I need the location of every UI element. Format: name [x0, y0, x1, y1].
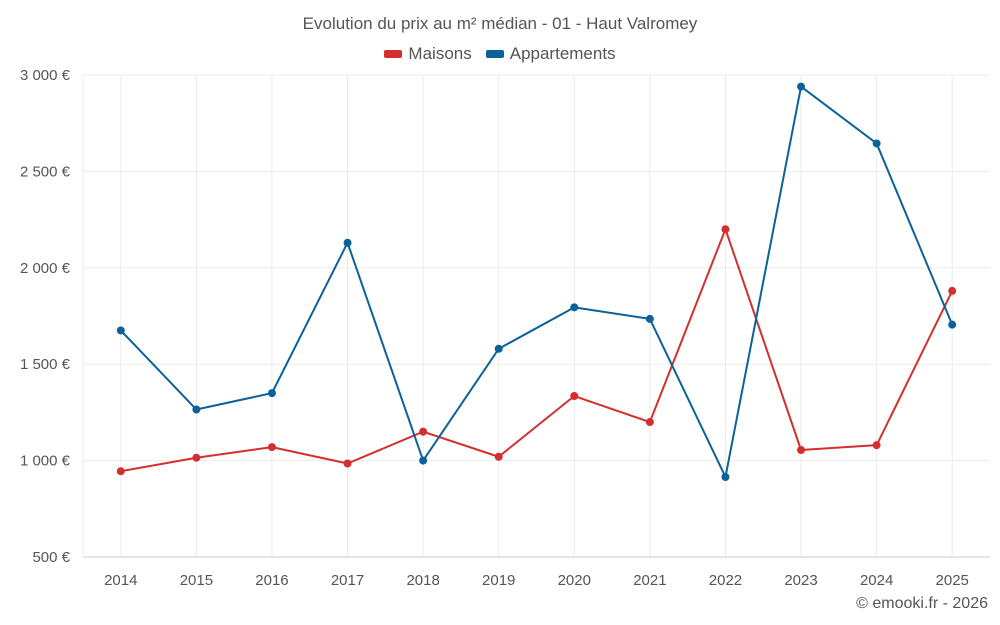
data-point-maisons [494, 452, 503, 461]
data-point-appartements [116, 326, 125, 335]
data-point-maisons [797, 445, 806, 454]
x-tick-label: 2018 [406, 572, 439, 589]
data-point-maisons [645, 418, 654, 427]
y-tick-label: 500 € [32, 549, 70, 566]
data-point-appartements [645, 314, 654, 323]
x-tick-label: 2014 [104, 572, 137, 589]
data-point-appartements [872, 139, 881, 148]
x-tick-label: 2022 [709, 572, 742, 589]
data-point-appartements [494, 344, 503, 353]
series-line-maisons [120, 228, 954, 473]
chart-title: Evolution du prix au m² médian - 01 - Ha… [302, 14, 698, 33]
x-tick-label: 2024 [860, 572, 893, 589]
data-point-maisons [948, 286, 957, 295]
data-point-appartements [797, 82, 806, 91]
legend-swatch-appartements [485, 50, 504, 58]
data-point-maisons [570, 392, 579, 401]
data-point-maisons [192, 453, 201, 462]
data-point-maisons [116, 467, 125, 476]
series-line-appartements [120, 85, 954, 478]
x-tick-label: 2025 [936, 572, 969, 589]
y-tick-label: 2 500 € [20, 163, 71, 180]
data-point-maisons [267, 443, 276, 452]
data-point-appartements [419, 456, 428, 465]
data-point-appartements [721, 472, 730, 481]
y-tick-label: 3 000 € [20, 67, 71, 84]
data-point-appartements [267, 389, 276, 398]
data-point-maisons [721, 225, 730, 234]
legend-label-appartements: Appartements [509, 44, 616, 63]
y-tick-label: 1 000 € [20, 453, 71, 470]
legend-label-maisons: Maisons [408, 44, 472, 63]
data-point-appartements [570, 303, 579, 312]
y-tick-label: 1 500 € [20, 356, 71, 373]
data-point-maisons [419, 427, 428, 436]
chart-legend: Maisons Appartements [0, 44, 1000, 64]
x-tick-label: 2019 [482, 572, 515, 589]
data-point-appartements [343, 238, 352, 247]
chart-credit: © emooki.fr - 2026 [856, 595, 988, 612]
legend-item-appartements[interactable]: Appartements [485, 44, 616, 64]
x-tick-label: 2020 [558, 572, 591, 589]
legend-swatch-maisons [384, 50, 403, 58]
x-tick-label: 2016 [255, 572, 288, 589]
data-point-appartements [192, 405, 201, 414]
x-tick-label: 2017 [331, 572, 364, 589]
y-tick-label: 2 000 € [20, 260, 71, 277]
legend-item-maisons[interactable]: Maisons [384, 44, 472, 64]
data-point-maisons [872, 441, 881, 450]
data-point-maisons [343, 459, 352, 468]
data-point-appartements [948, 320, 957, 329]
x-tick-label: 2021 [633, 572, 666, 589]
x-tick-label: 2023 [784, 572, 817, 589]
x-tick-label: 2015 [180, 572, 213, 589]
